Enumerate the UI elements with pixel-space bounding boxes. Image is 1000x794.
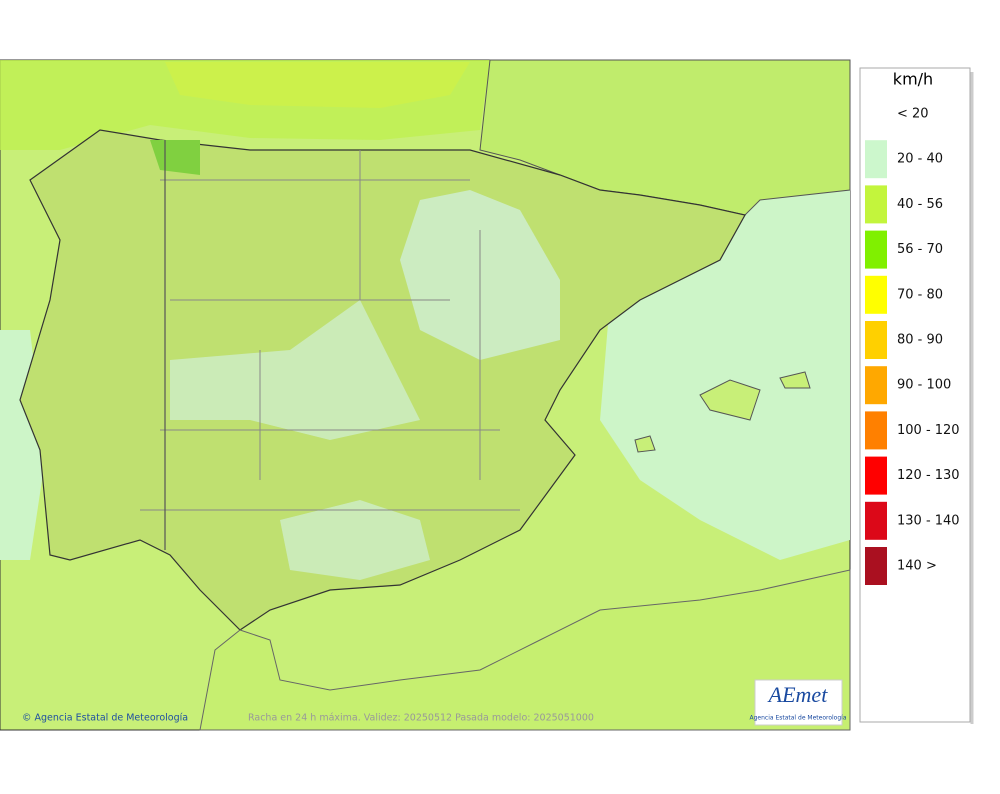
legend-label: 56 - 70: [897, 242, 943, 257]
calm-land-area: [280, 500, 430, 580]
legend-swatch: [865, 230, 887, 269]
map: AEmet Agencia Estatal de Meteorología © …: [0, 59, 851, 731]
legend-label: 90 - 100: [897, 378, 951, 393]
logo-subtitle: Agencia Estatal de Meteorología: [750, 715, 847, 722]
legend-label: 140 >: [897, 559, 937, 574]
legend-swatch: [865, 275, 887, 314]
strong-gust-area: [150, 140, 200, 175]
legend-swatch: [865, 501, 887, 540]
legend-swatch: [865, 366, 887, 405]
logo-box: [754, 679, 843, 726]
legend: km/h < 20 20 - 40 40 - 56 56 - 70 70 - 80 80 …: [859, 67, 974, 724]
legend-swatch: [865, 547, 887, 585]
legend-swatch: [865, 185, 887, 224]
legend-label: 80 - 90: [897, 333, 943, 348]
legend-label: 130 - 140: [897, 513, 960, 528]
legend-label: 70 - 80: [897, 287, 943, 302]
logo-name: AEmet: [767, 682, 829, 707]
legend-label: < 20: [897, 107, 929, 122]
credit: © Agencia Estatal de Meteorología: [22, 713, 188, 724]
calm-land-area: [170, 300, 420, 440]
legend-swatch: [865, 321, 887, 359]
legend-label: 20 - 40: [897, 152, 943, 167]
legend-swatch: [865, 411, 887, 450]
legend-label: 100 - 120: [897, 423, 960, 438]
legend-swatch: [865, 456, 887, 495]
legend-title: km/h: [893, 70, 933, 89]
north-africa: [199, 569, 851, 731]
legend-label: 120 - 130: [897, 468, 960, 483]
region-borders: [140, 150, 520, 511]
legend-label: 40 - 56: [897, 197, 943, 212]
balearic-islands: [634, 371, 811, 453]
gust-area: [0, 60, 490, 150]
caption: Racha en 24 h máxima. Validez: 20250512 …: [248, 713, 594, 724]
legend-swatch: [865, 140, 887, 179]
